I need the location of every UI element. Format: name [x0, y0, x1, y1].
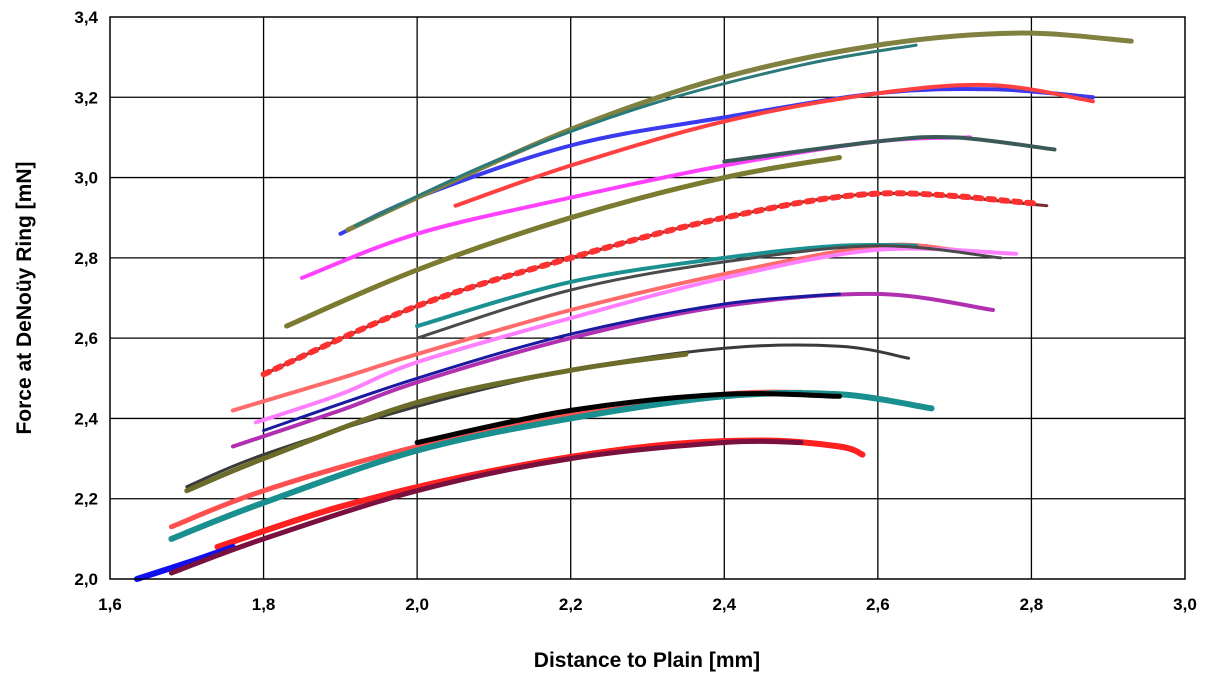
data-series-6: [414, 391, 842, 445]
y-tick-label: 2,0: [74, 570, 98, 589]
y-axis-tick-labels: 2,0 2,2 2,4 2,6 2,8 3,0 3,2 3,4: [74, 8, 98, 589]
data-series-12: [253, 246, 1019, 425]
x-axis-title: Distance to Plain [mm]: [534, 649, 760, 672]
data-series-20: [338, 86, 1095, 236]
data-series-16: [260, 190, 1043, 378]
x-tick-label: 1,8: [252, 595, 276, 614]
grid-lines: [110, 17, 1185, 579]
x-tick-label: 2,4: [712, 595, 736, 614]
y-tick-label: 3,0: [74, 169, 98, 188]
data-series-8: [184, 351, 689, 494]
y-tick-label: 2,2: [74, 490, 98, 509]
data-series-17: [284, 155, 842, 329]
x-axis-tick-labels: 1,6 1,8 2,0 2,2 2,4 2,6 2,8 3,0: [98, 595, 1197, 614]
data-series: [133, 30, 1134, 582]
x-tick-label: 2,8: [1020, 595, 1044, 614]
data-series-2: [133, 543, 236, 582]
y-tick-label: 2,6: [74, 329, 98, 348]
y-tick-label: 3,4: [74, 8, 98, 27]
x-tick-label: 2,0: [405, 595, 429, 614]
x-tick-label: 1,6: [98, 595, 122, 614]
y-tick-label: 2,8: [74, 249, 98, 268]
x-tick-label: 2,2: [559, 595, 583, 614]
data-series-18: [300, 135, 972, 280]
plot-area-frame: [109, 16, 1186, 580]
data-series-13: [415, 242, 919, 329]
data-series-10: [262, 292, 841, 432]
y-axis-title: Force at DeNoüy Ring [mN]: [13, 161, 36, 434]
data-series-3: [168, 438, 804, 576]
data-series-1: [214, 437, 866, 550]
data-series-9: [230, 291, 995, 449]
data-series-21: [453, 82, 1095, 208]
x-tick-label: 2,6: [866, 595, 890, 614]
y-tick-label: 2,4: [74, 409, 98, 428]
data-series-19: [722, 134, 1057, 164]
data-series-23: [354, 43, 918, 228]
data-series-14: [415, 244, 1003, 340]
y-tick-label: 3,2: [74, 88, 98, 107]
x-tick-label: 3,0: [1173, 595, 1197, 614]
